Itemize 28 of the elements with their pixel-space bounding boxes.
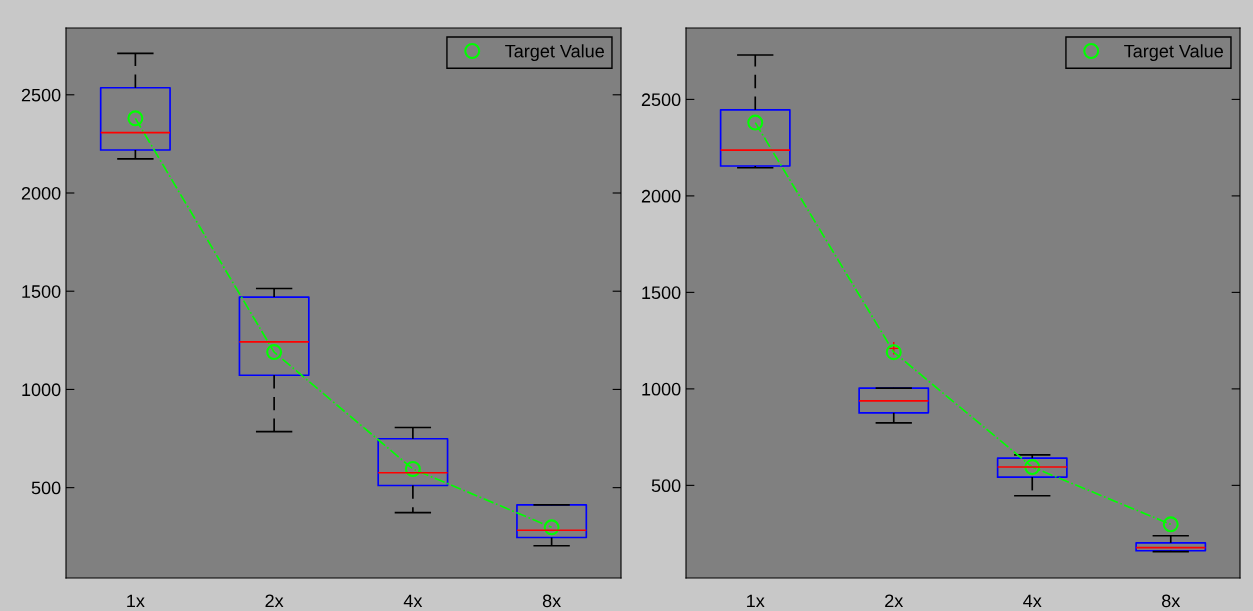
x-tick-label: 4x [403,594,423,608]
x-tick-label: 2x [885,594,904,608]
y-tick-label: 500 [651,479,681,493]
point [127,110,144,127]
legend-label: Target Value [505,44,604,62]
legend-label: Target Value [1124,44,1223,62]
point [266,344,283,361]
x-tick-label: 1x [747,594,765,608]
x-tick-label: 8x [542,594,561,608]
x-tick-label: 1x [127,594,145,608]
y-tick-label: 2000 [641,189,681,203]
point [747,114,764,131]
y-tick-label: 1000 [22,383,61,397]
y-tick-label: 1500 [642,286,681,300]
x-tick-label: 4x [1023,594,1042,608]
point [885,344,902,361]
y-tick-label: 500 [31,481,61,495]
x-tick-label: 2x [265,594,284,608]
y-tick-label: 2500 [641,93,681,107]
y-tick-label: 1500 [22,285,61,298]
point [1024,459,1041,476]
point [404,461,421,477]
point [543,519,560,536]
y-tick-label: 2000 [21,186,61,200]
x-tick-label: 8x [1162,594,1181,608]
y-tick-label: 2500 [21,88,61,102]
point [1162,516,1179,533]
y-tick-label: 1000 [642,382,681,396]
